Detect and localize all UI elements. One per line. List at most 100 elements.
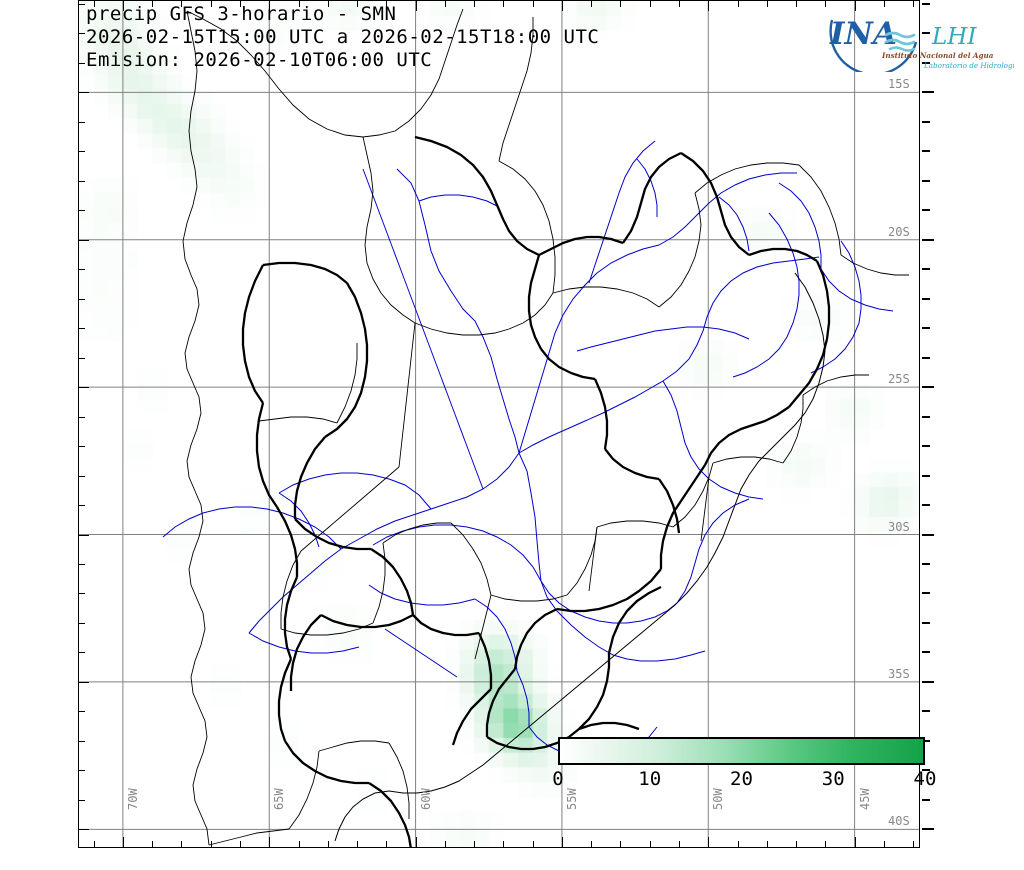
axis-tick-top bbox=[737, 1, 739, 7]
axis-tick-right bbox=[922, 179, 930, 182]
lon-label-50W: 50W bbox=[711, 788, 726, 810]
lat-label-35S: 35S bbox=[888, 666, 910, 681]
axis-tick-bottom bbox=[561, 837, 563, 847]
colorbar-tick-30: 30 bbox=[821, 768, 845, 790]
axis-tick-left bbox=[79, 121, 85, 123]
axis-tick-left bbox=[79, 505, 85, 507]
axis-tick-bottom bbox=[181, 841, 183, 847]
axis-tick-left bbox=[79, 239, 89, 241]
lat-label-25S: 25S bbox=[888, 372, 910, 387]
axis-tick-top bbox=[444, 1, 446, 7]
lon-label-65W: 65W bbox=[272, 788, 287, 810]
axis-tick-top bbox=[210, 1, 212, 7]
title-line-2: 2026-02-15T15:00 UTC a 2026-02-15T18:00 … bbox=[86, 26, 600, 48]
axis-tick-left bbox=[79, 534, 89, 536]
map-vector-layers bbox=[79, 1, 919, 847]
axis-tick-left bbox=[79, 711, 85, 713]
axis-tick-left bbox=[79, 652, 85, 654]
axis-tick-left bbox=[79, 564, 85, 566]
axis-tick-bottom bbox=[503, 841, 505, 847]
axis-tick-top bbox=[796, 1, 798, 7]
axis-tick-left bbox=[79, 416, 85, 418]
colorbar-tick-20: 20 bbox=[730, 768, 753, 790]
axis-tick-top bbox=[679, 1, 680, 7]
axis-tick-right bbox=[922, 651, 930, 654]
axis-tick-bottom bbox=[357, 841, 359, 847]
lat-label-40S: 40S bbox=[888, 814, 910, 829]
colorbar-gradient bbox=[558, 737, 925, 765]
axis-tick-bottom bbox=[679, 841, 680, 847]
axis-tick-bottom bbox=[737, 841, 739, 847]
lon-label-70W: 70W bbox=[125, 788, 140, 810]
axis-tick-bottom bbox=[532, 841, 534, 847]
axis-tick-top bbox=[561, 1, 563, 11]
axis-tick-top bbox=[298, 1, 300, 7]
axis-tick-right bbox=[922, 386, 934, 389]
coastline-layer bbox=[334, 272, 826, 842]
axis-tick-top bbox=[181, 1, 183, 7]
axis-tick-left bbox=[79, 622, 85, 624]
axis-tick-left bbox=[79, 387, 89, 389]
axis-tick-left bbox=[79, 740, 85, 742]
axis-tick-right bbox=[922, 769, 930, 772]
axis-tick-left bbox=[79, 210, 85, 212]
axis-tick-right bbox=[922, 563, 930, 566]
ina-arc-icon bbox=[829, 19, 918, 72]
lhi-subtitle: Laboratorio de Hidrologia bbox=[923, 61, 1014, 70]
axis-tick-top bbox=[883, 1, 885, 7]
axis-tick-bottom bbox=[649, 841, 651, 847]
colorbar: 0 10 20 30 40 bbox=[552, 737, 936, 790]
lat-label-30S: 30S bbox=[888, 519, 910, 534]
axis-tick-bottom bbox=[620, 841, 622, 847]
axis-tick-bottom bbox=[239, 841, 241, 847]
axis-tick-top bbox=[503, 1, 505, 7]
axis-tick-left bbox=[79, 770, 85, 772]
water-waves-icon bbox=[884, 31, 916, 52]
axis-tick-left bbox=[79, 829, 89, 831]
axis-tick-bottom bbox=[210, 841, 212, 847]
precipitation-raster bbox=[79, 1, 919, 847]
colorbar-tick-10: 10 bbox=[638, 768, 662, 790]
title-line-1: precip GFS 3-horario - SMN bbox=[86, 3, 397, 25]
axis-tick-right bbox=[922, 828, 934, 831]
axis-tick-top bbox=[474, 1, 476, 7]
axis-tick-top bbox=[239, 1, 241, 7]
axis-tick-right bbox=[922, 592, 930, 595]
axis-tick-right bbox=[922, 710, 930, 713]
axis-tick-left bbox=[79, 328, 85, 330]
axis-tick-top bbox=[386, 1, 388, 7]
axis-tick-bottom bbox=[591, 841, 593, 847]
graticule-layer bbox=[79, 1, 919, 847]
axis-tick-right bbox=[922, 739, 930, 742]
axis-tick-right bbox=[922, 32, 930, 35]
axis-tick-left bbox=[79, 298, 85, 300]
ina-subtitle: Instituto Nacional del Agua bbox=[881, 51, 994, 60]
lon-label-60W: 60W bbox=[418, 788, 433, 810]
axis-tick-left bbox=[79, 62, 85, 64]
axis-tick-bottom bbox=[152, 841, 154, 847]
lhi-wordmark: LHI bbox=[931, 24, 977, 50]
colorbar-tick-40: 40 bbox=[913, 768, 937, 790]
axis-tick-right bbox=[922, 297, 930, 300]
axis-tick-right bbox=[922, 120, 930, 123]
colorbar-tick-0: 0 bbox=[552, 768, 564, 790]
lon-label-55W: 55W bbox=[564, 788, 579, 810]
axis-tick-top bbox=[854, 1, 856, 11]
axis-tick-left bbox=[79, 92, 89, 94]
axis-tick-top bbox=[357, 1, 359, 7]
axis-tick-top bbox=[591, 1, 593, 7]
axis-tick-bottom bbox=[93, 841, 95, 847]
river-layer bbox=[162, 140, 894, 758]
axis-tick-right bbox=[922, 621, 930, 624]
axis-tick-top bbox=[649, 1, 651, 7]
axis-tick-left bbox=[79, 33, 85, 35]
axis-tick-bottom bbox=[415, 837, 417, 847]
lat-label-15S: 15S bbox=[888, 77, 910, 92]
axis-tick-top bbox=[620, 1, 622, 7]
axis-tick-left bbox=[79, 593, 85, 595]
figure-title: precip GFS 3-horario - SMN 2026-02-15T15… bbox=[86, 3, 599, 72]
axis-tick-bottom bbox=[298, 841, 300, 847]
axis-tick-right bbox=[922, 238, 934, 241]
axis-tick-bottom bbox=[825, 841, 827, 847]
